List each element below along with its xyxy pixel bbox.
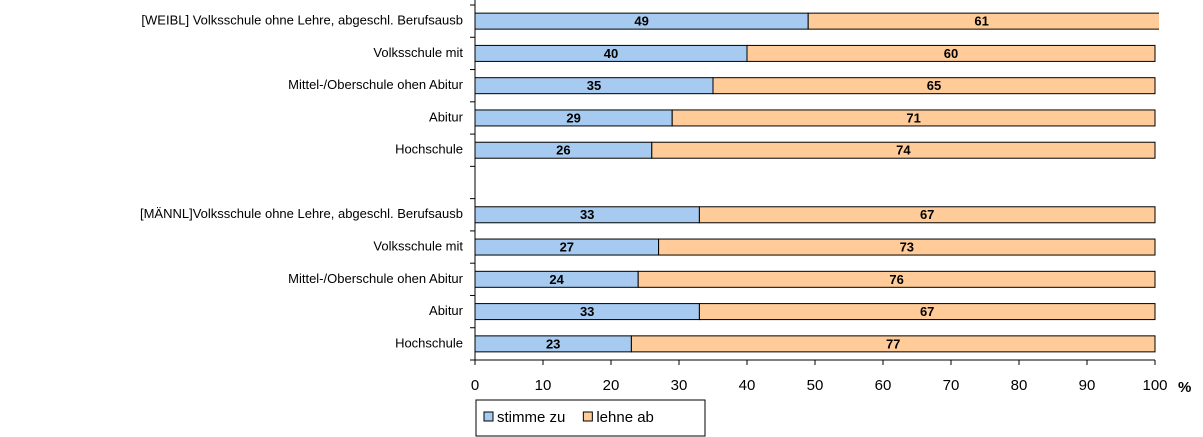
bar-segment <box>671 109 1156 127</box>
value-label: 71 <box>906 110 920 125</box>
bar-segment <box>698 206 1156 224</box>
value-label: 73 <box>900 239 914 254</box>
y-tick-label: Hochschule <box>395 142 463 157</box>
value-label: 23 <box>546 336 560 351</box>
y-tick-label: [MÄNNL]Volksschule ohne Lehre, abgeschl.… <box>140 206 463 221</box>
bar-segment <box>630 335 1156 353</box>
x-tick-label: 90 <box>1079 377 1096 394</box>
value-label: 26 <box>556 143 570 158</box>
bar-segment <box>807 12 1159 30</box>
value-label: 67 <box>920 207 934 222</box>
value-label: 29 <box>566 110 580 125</box>
x-tick-label: 20 <box>603 377 620 394</box>
value-label: 76 <box>889 272 903 287</box>
value-label: 33 <box>580 304 594 319</box>
y-tick-label: Mittel-/Oberschule ohen Abitur <box>288 77 464 92</box>
x-tick-label: 0 <box>471 377 479 394</box>
value-label: 35 <box>587 78 601 93</box>
x-tick-label: 80 <box>1011 377 1028 394</box>
x-tick-label: 60 <box>875 377 892 394</box>
y-tick-label: Hochschule <box>395 335 463 350</box>
x-axis-label: % <box>1178 379 1191 396</box>
x-tick-label: 70 <box>943 377 960 394</box>
value-label: 74 <box>896 143 911 158</box>
value-label: 40 <box>604 46 618 61</box>
bar-segment <box>637 270 1156 288</box>
legend-swatch <box>483 411 494 422</box>
value-label: 60 <box>944 46 958 61</box>
value-label: 49 <box>634 14 648 29</box>
x-tick-label: 40 <box>739 377 756 394</box>
legend-label: stimme zu <box>497 409 565 426</box>
bar-segment <box>698 303 1156 321</box>
value-label: 77 <box>886 336 900 351</box>
y-tick-label: [WEIBL] Volksschule ohne Lehre, abgeschl… <box>141 13 463 28</box>
value-label: 65 <box>927 78 941 93</box>
value-label: 67 <box>920 304 934 319</box>
value-label: 33 <box>580 207 594 222</box>
legend-swatch <box>582 411 593 422</box>
x-tick-label: 30 <box>671 377 688 394</box>
x-tick-label: 10 <box>535 377 552 394</box>
y-tick-label: Mittel-/Oberschule ohen Abitur <box>288 271 464 286</box>
x-tick-label: 100 <box>1142 377 1167 394</box>
y-tick-label: Volksschule mit <box>373 45 463 60</box>
y-tick-label: Volksschule mit <box>373 238 463 253</box>
bar-segment <box>746 44 1156 62</box>
y-tick-label: Abitur <box>429 303 464 318</box>
bar-segment <box>712 77 1156 95</box>
plot-area: 49 61 40 60 35 65 29 71 26 74 33 67 27 73 24 76 33 67 23 77 <box>475 12 1159 353</box>
value-label: 24 <box>549 272 564 287</box>
value-label: 61 <box>974 14 988 29</box>
bar-segment <box>651 141 1156 159</box>
legend-label: lehne ab <box>596 409 654 426</box>
x-tick-label: 50 <box>807 377 824 394</box>
bar-segment <box>658 238 1156 256</box>
y-tick-label: Abitur <box>429 109 464 124</box>
value-label: 27 <box>560 239 574 254</box>
